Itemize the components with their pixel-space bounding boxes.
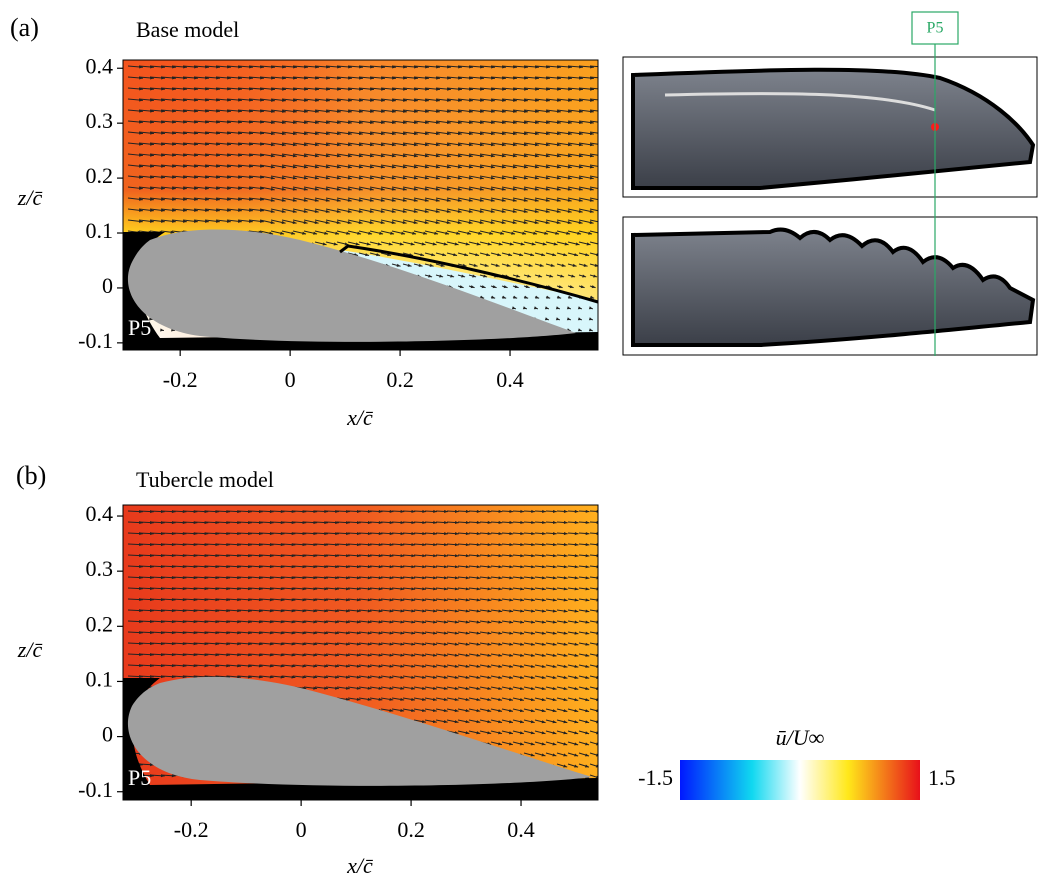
- station-label: P5: [128, 315, 151, 340]
- panel-label: (a): [10, 13, 39, 42]
- colorbar-label: ū/U∞: [776, 725, 825, 750]
- vector-head: [601, 221, 605, 224]
- station-label: P5: [128, 765, 151, 790]
- y-tick-label: 0.1: [86, 218, 114, 243]
- y-tick-label: -0.1: [78, 777, 113, 802]
- vector-head: [601, 199, 605, 202]
- vector: [590, 522, 600, 523]
- y-tick-label: 0.3: [86, 108, 114, 133]
- x-tick-label: 0.2: [386, 367, 414, 392]
- vector-head: [601, 65, 605, 68]
- x-axis-label: x/c̄: [346, 405, 373, 430]
- y-tick-label: 0.4: [86, 501, 114, 526]
- y-tick-label: 0: [102, 273, 113, 298]
- y-tick-label: 0: [102, 722, 113, 747]
- colorbar-min: -1.5: [638, 765, 673, 790]
- y-tick-label: 0.1: [86, 666, 114, 691]
- x-tick-label: -0.2: [174, 817, 209, 842]
- vector: [590, 511, 600, 512]
- y-tick-label: 0.2: [86, 163, 114, 188]
- x-tick-label: 0.2: [397, 817, 425, 842]
- panel-title: Base model: [136, 17, 239, 42]
- vector-head: [601, 110, 605, 113]
- vector-head: [601, 176, 605, 179]
- y-axis-label: z/c̄: [17, 637, 43, 662]
- y-tick-label: 0.4: [86, 53, 114, 78]
- vector-head: [601, 188, 605, 191]
- y-tick-label: 0.2: [86, 611, 114, 636]
- vector-head: [601, 210, 605, 213]
- vector-head: [601, 143, 605, 146]
- vector-head: [601, 88, 605, 91]
- colorbar: [680, 760, 920, 800]
- y-tick-label: -0.1: [78, 328, 113, 353]
- vector-head: [601, 132, 605, 135]
- y-tick-label: 0.3: [86, 556, 114, 581]
- vector-head: [601, 99, 605, 102]
- vector-head: [601, 154, 605, 157]
- panel-title: Tubercle model: [136, 467, 274, 492]
- station-label: P5: [927, 20, 944, 37]
- vector-head: [601, 121, 605, 124]
- x-axis-label: x/c̄: [346, 853, 373, 878]
- x-tick-label: 0: [296, 817, 307, 842]
- vector-head: [601, 77, 605, 80]
- x-tick-label: 0: [285, 367, 296, 392]
- x-tick-label: 0.4: [496, 367, 524, 392]
- colorbar-max: 1.5: [928, 765, 956, 790]
- x-tick-label: -0.2: [163, 367, 198, 392]
- vector-head: [601, 165, 605, 168]
- x-tick-label: 0.4: [507, 817, 535, 842]
- vector-head: [599, 232, 603, 235]
- y-axis-label: z/c̄: [17, 185, 43, 210]
- panel-label: (b): [16, 461, 46, 490]
